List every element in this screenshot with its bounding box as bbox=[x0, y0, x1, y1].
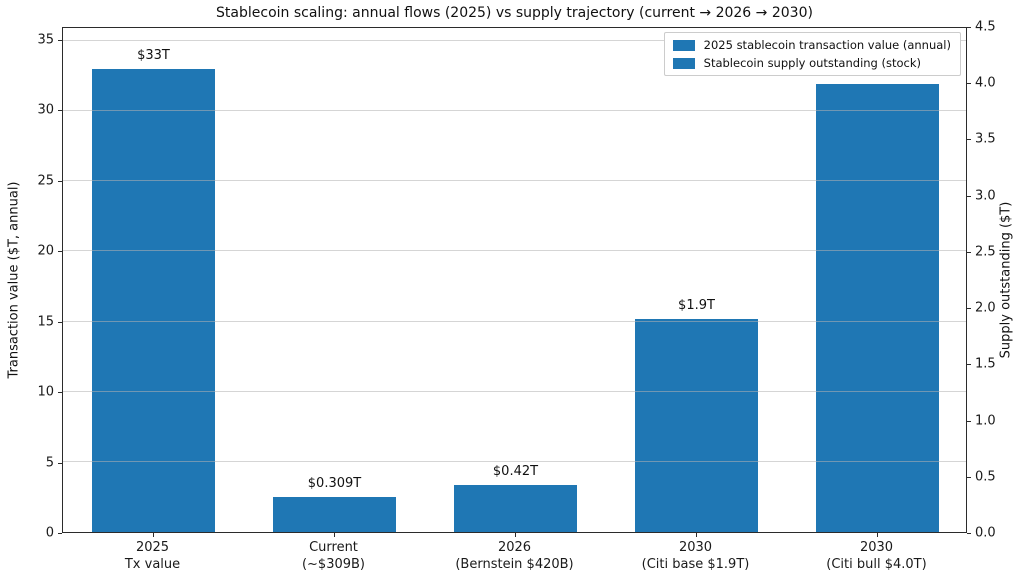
y-tick-mark bbox=[967, 420, 971, 422]
y-tick-mark bbox=[967, 476, 971, 478]
x-tick-label-line: Current bbox=[309, 540, 358, 555]
bar-category-cell: $33T bbox=[63, 28, 244, 532]
y-tick-mark bbox=[967, 139, 971, 141]
x-tick-label: 2025 Tx value bbox=[62, 540, 243, 574]
gridline bbox=[63, 320, 966, 322]
gridline bbox=[63, 110, 966, 112]
x-tick-label: 2030 (Citi bull $4.0T) bbox=[786, 540, 967, 574]
x-tick-label-line: 2025 bbox=[135, 540, 170, 555]
y-tick-label: 0.0 bbox=[975, 525, 996, 541]
y-tick-label: 4.5 bbox=[975, 19, 996, 35]
y-tick-mark bbox=[967, 251, 971, 253]
y-tick-label: 2.0 bbox=[975, 300, 996, 316]
y-tick-mark bbox=[58, 462, 62, 464]
y-tick-label: 2.5 bbox=[975, 244, 996, 260]
y-tick-mark bbox=[967, 195, 971, 197]
x-tick-mark bbox=[514, 533, 516, 537]
bar bbox=[91, 68, 216, 532]
bar bbox=[272, 497, 397, 532]
legend-color-swatch bbox=[672, 39, 695, 51]
y-tick-label: 1.5 bbox=[975, 356, 996, 372]
bar-value-annotation: $1.9T bbox=[678, 298, 715, 314]
y-tick-label: 35 bbox=[37, 32, 54, 48]
x-tick-label-line: (Citi base $1.9T) bbox=[641, 556, 750, 572]
y-tick-label: 25 bbox=[37, 173, 54, 189]
legend-entry-label: 2025 stablecoin transaction value (annua… bbox=[703, 38, 951, 52]
legend: 2025 stablecoin transaction value (annua… bbox=[663, 32, 961, 76]
y-tick-mark bbox=[967, 27, 971, 28]
y-tick-mark bbox=[58, 392, 62, 394]
y-tick-mark bbox=[58, 39, 62, 41]
y-tick-label: 20 bbox=[37, 243, 54, 259]
bar bbox=[815, 84, 940, 532]
y-tick-label: 4.0 bbox=[975, 75, 996, 91]
bar-value-annotation: $33T bbox=[137, 47, 170, 63]
y-tick-mark bbox=[58, 321, 62, 323]
bar bbox=[453, 484, 578, 532]
bar-category-cell: $0.309T bbox=[244, 28, 425, 532]
x-tick-mark bbox=[152, 533, 154, 537]
bar bbox=[634, 319, 759, 532]
y-tick-label: 1.0 bbox=[975, 413, 996, 429]
x-tick-label: 2030 (Citi base $1.9T) bbox=[605, 540, 786, 574]
x-tick-label: Current (~$309B) bbox=[243, 540, 424, 574]
gridline bbox=[63, 180, 966, 182]
legend-color-swatch bbox=[672, 57, 695, 69]
y-tick-label: 10 bbox=[37, 384, 54, 400]
legend-entry-label: Stablecoin supply outstanding (stock) bbox=[703, 56, 922, 70]
gridline bbox=[63, 39, 966, 41]
left-y-axis-label: Transaction value ($T, annual) bbox=[6, 181, 22, 379]
bar-category-cell: $1.9T bbox=[606, 28, 787, 532]
legend-entry: Stablecoin supply outstanding (stock) bbox=[672, 56, 951, 70]
y-tick-mark bbox=[967, 364, 971, 366]
gridline bbox=[63, 460, 966, 462]
x-tick-label-line: 2026 bbox=[497, 540, 532, 555]
y-tick-mark bbox=[967, 533, 971, 534]
y-tick-mark bbox=[967, 308, 971, 310]
chart-title: Stablecoin scaling: annual flows (2025) … bbox=[216, 5, 813, 21]
y-tick-label: 5 bbox=[45, 455, 54, 471]
x-tick-label-line: (~$309B) bbox=[301, 556, 366, 572]
bar-value-annotation: $0.42T bbox=[492, 463, 539, 479]
y-tick-label: 3.0 bbox=[975, 188, 996, 204]
x-tick-label-line: (Citi bull $4.0T) bbox=[826, 556, 927, 572]
y-tick-label: 3.5 bbox=[975, 131, 996, 147]
x-tick-mark bbox=[333, 533, 335, 537]
x-tick-label-line: Tx value bbox=[124, 556, 181, 572]
x-tick-label-line: 2030 bbox=[678, 540, 713, 555]
bar-category-cell: $4T bbox=[787, 28, 968, 532]
y-tick-mark bbox=[58, 533, 62, 534]
y-tick-mark bbox=[58, 251, 62, 253]
x-tick-label-line: 2030 bbox=[859, 540, 894, 555]
y-tick-mark bbox=[58, 110, 62, 112]
y-tick-label: 30 bbox=[37, 102, 54, 118]
y-tick-mark bbox=[967, 83, 971, 85]
gridline bbox=[63, 390, 966, 392]
bar-category-cell: $0.42T bbox=[425, 28, 606, 532]
bar-value-annotation: $0.309T bbox=[307, 476, 362, 492]
x-tick-label-line: (Bernstein $420B) bbox=[455, 556, 574, 572]
plot-area: $33T $0.309T $0.42T $1.9T $4T 2025 stablecoi… bbox=[62, 27, 967, 533]
gridline bbox=[63, 250, 966, 252]
x-tick-mark bbox=[876, 533, 878, 537]
y-tick-label: 0 bbox=[45, 525, 54, 541]
x-tick-label: 2026 (Bernstein $420B) bbox=[424, 540, 605, 574]
y-tick-label: 0.5 bbox=[975, 469, 996, 485]
x-tick-mark bbox=[695, 533, 697, 537]
y-tick-mark bbox=[58, 180, 62, 182]
y-tick-label: 15 bbox=[37, 314, 54, 330]
legend-entry: 2025 stablecoin transaction value (annua… bbox=[672, 38, 951, 52]
right-y-axis-label: Supply outstanding ($T) bbox=[998, 201, 1014, 359]
